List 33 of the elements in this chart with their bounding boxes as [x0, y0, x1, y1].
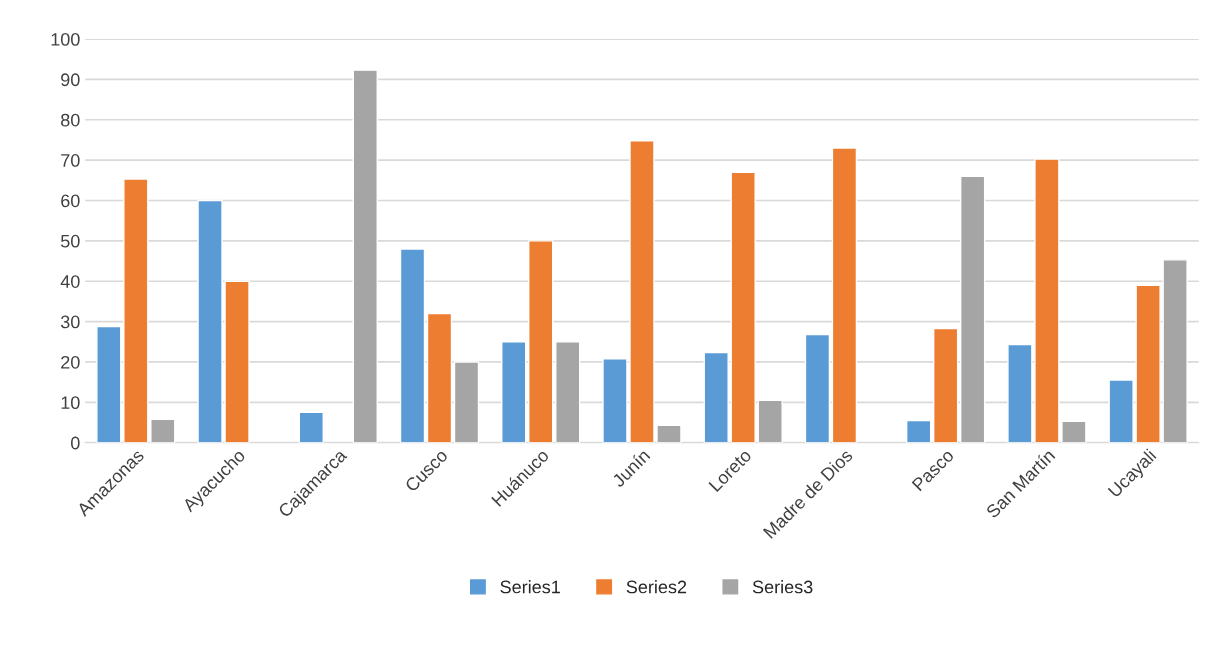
y-tick-label: 40 — [60, 275, 80, 288]
y-tick-label: 60 — [61, 194, 80, 208]
bar — [528, 240, 554, 443]
bar — [932, 327, 959, 443]
bar — [831, 147, 858, 443]
y-tick-label: 50 — [60, 234, 80, 248]
bar — [426, 312, 453, 443]
bar — [399, 248, 426, 443]
legend-label: Series1 — [500, 580, 560, 594]
bar — [730, 171, 756, 443]
y-tick-label: 0 — [70, 436, 80, 450]
y-tick-label: 90 — [61, 73, 80, 87]
bar — [501, 341, 527, 443]
y-tick-label: 80 — [61, 113, 80, 127]
bar — [703, 351, 729, 443]
bar — [757, 399, 783, 443]
y-tick-label: 10 — [61, 396, 80, 410]
bar — [804, 333, 831, 443]
y-tick-label: 70 — [61, 154, 80, 167]
y-tick-label: 100 — [51, 32, 80, 46]
legend-label: Series2 — [626, 580, 687, 594]
bar — [123, 178, 149, 443]
bar — [905, 419, 932, 443]
bar — [453, 361, 480, 443]
bar — [96, 325, 122, 443]
y-tick-label: 30 — [60, 315, 80, 329]
bar — [298, 411, 324, 443]
bar — [352, 69, 378, 443]
y-tick-label: 20 — [61, 355, 80, 369]
bar — [555, 341, 581, 443]
legend-label: Series3 — [752, 580, 813, 594]
bar — [150, 418, 176, 443]
bar — [959, 175, 986, 443]
